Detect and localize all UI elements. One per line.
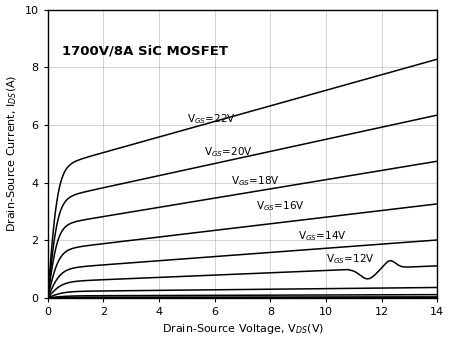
- Text: V$_{GS}$=14V: V$_{GS}$=14V: [298, 229, 347, 243]
- Y-axis label: Drain-Source Current, I$_{DS}$(A): Drain-Source Current, I$_{DS}$(A): [5, 75, 19, 233]
- Text: V$_{GS}$=20V: V$_{GS}$=20V: [203, 145, 252, 159]
- Text: V$_{GS}$=22V: V$_{GS}$=22V: [187, 112, 235, 126]
- Text: 1700V/8A SiC MOSFET: 1700V/8A SiC MOSFET: [62, 44, 228, 57]
- Text: V$_{GS}$=16V: V$_{GS}$=16V: [256, 199, 305, 212]
- X-axis label: Drain-Source Voltage, V$_{DS}$(V): Drain-Source Voltage, V$_{DS}$(V): [162, 323, 324, 337]
- Text: V$_{GS}$=12V: V$_{GS}$=12V: [326, 252, 375, 266]
- Text: V$_{GS}$=18V: V$_{GS}$=18V: [231, 174, 280, 188]
